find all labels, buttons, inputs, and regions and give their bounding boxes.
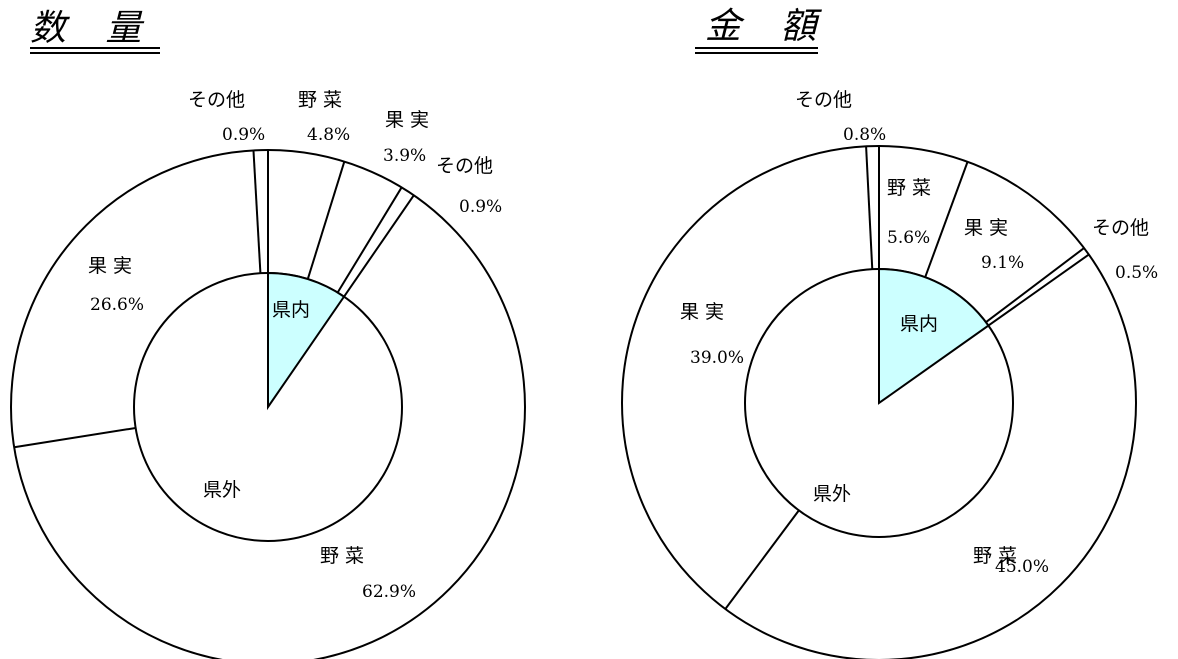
- chart-quantity-title: 数 量: [30, 8, 155, 49]
- label-category: 野 菜: [973, 545, 1017, 567]
- segment-divider: [306, 161, 346, 280]
- label-category: その他: [188, 89, 245, 111]
- label-category: 果 実: [680, 301, 724, 323]
- label-category: 果 実: [385, 109, 429, 131]
- inner-sector-in: [878, 267, 990, 405]
- label-value: 0.9%: [459, 197, 502, 217]
- label-value: 4.8%: [307, 125, 350, 145]
- label-category: 果 実: [964, 217, 1008, 239]
- chart-quantity-donut: [10, 149, 526, 659]
- segment-divider: [252, 150, 262, 274]
- segment-divider: [987, 253, 1090, 327]
- chart-quantity: 数 量 その他 0.9% 野 菜 4.8% 果 実 3.9% その他 0.9% …: [10, 8, 526, 659]
- inner-label-out: 県外: [203, 479, 241, 501]
- label-category: その他: [436, 155, 493, 177]
- label-value: 5.6%: [887, 228, 930, 248]
- segment-divider: [336, 186, 403, 294]
- inner-sector-in: [267, 271, 346, 411]
- segment-divider: [343, 194, 415, 298]
- chart-amount: 金 額 その他 0.8% 野 菜 5.6% 果 実 9.1% その他 0.5% …: [621, 6, 1158, 659]
- label-value: 0.9%: [222, 125, 265, 145]
- label-value: 45.0%: [995, 557, 1049, 577]
- segment-divider: [985, 247, 1085, 324]
- label-value: 39.0%: [690, 348, 744, 368]
- label-category: その他: [1092, 217, 1149, 239]
- segment-divider: [14, 426, 136, 449]
- label-category: 野 菜: [887, 177, 931, 199]
- label-category: 野 菜: [298, 89, 342, 111]
- label-value: 0.5%: [1115, 263, 1158, 283]
- segment-divider: [924, 161, 969, 278]
- segment-divider: [865, 146, 874, 270]
- label-value: 9.1%: [981, 253, 1024, 273]
- label-category: その他: [795, 89, 852, 111]
- label-value: 26.6%: [90, 295, 144, 315]
- inner-label-in: 県内: [900, 313, 938, 335]
- label-value: 0.8%: [843, 125, 886, 145]
- chart-amount-donut: [621, 145, 1137, 659]
- label-category: 野 菜: [320, 545, 364, 567]
- inner-label-in: 県内: [272, 299, 310, 321]
- chart-amount-title: 金 額: [705, 6, 830, 47]
- label-value: 3.9%: [383, 146, 426, 166]
- label-category: 果 実: [88, 255, 132, 277]
- segment-divider: [724, 509, 800, 610]
- label-value: 62.9%: [362, 582, 416, 602]
- inner-label-out: 県外: [813, 483, 851, 505]
